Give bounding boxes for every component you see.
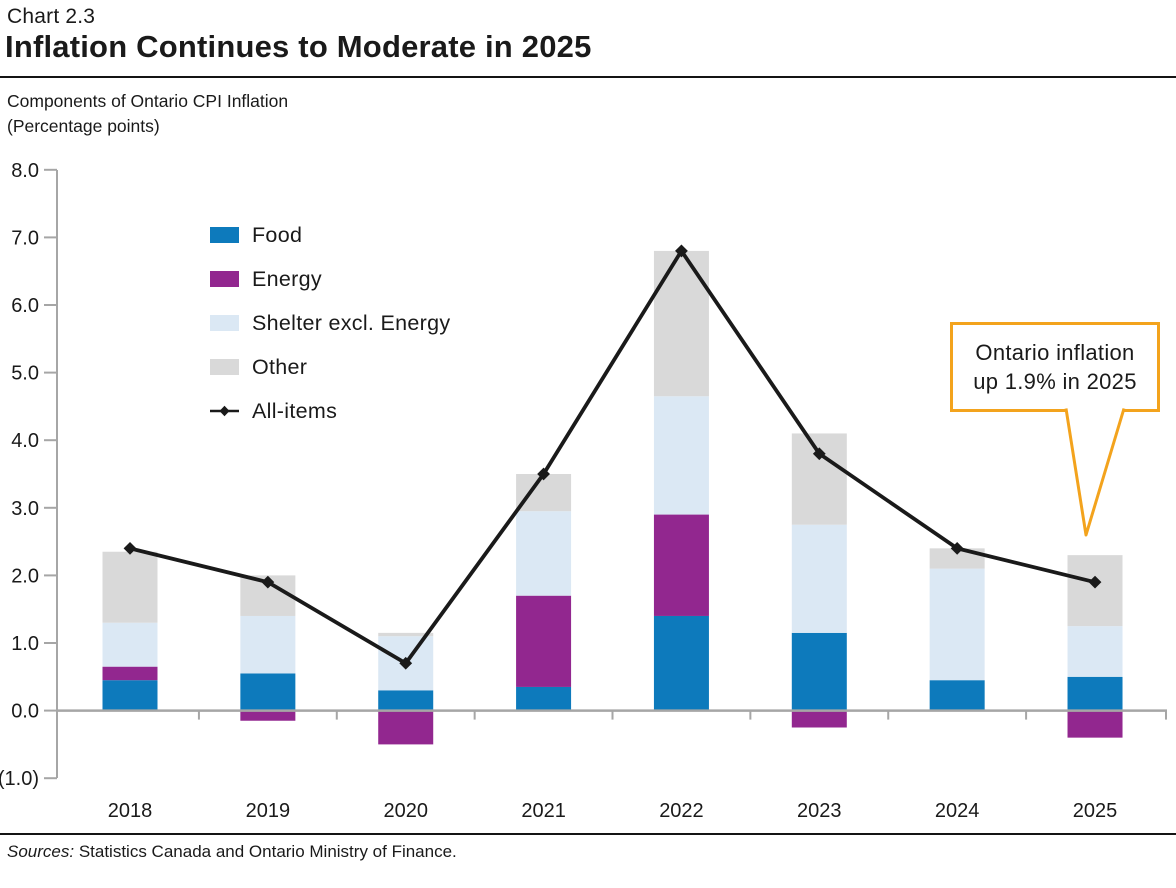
footer-divider xyxy=(0,833,1176,835)
bar-segment-shelter-excl-energy-2023 xyxy=(791,524,847,633)
legend-item-food: Food xyxy=(210,213,450,257)
bar-segment-shelter-excl-energy-2018 xyxy=(102,622,158,667)
y-axis-tick-label: 2.0 xyxy=(11,565,39,587)
shelter-swatch-icon xyxy=(210,315,239,331)
bar-segment-other-2025 xyxy=(1067,555,1123,627)
sources-text: Statistics Canada and Ontario Ministry o… xyxy=(74,842,457,861)
x-axis-label-2024: 2024 xyxy=(935,800,980,822)
bar-segment-shelter-excl-energy-2021 xyxy=(516,511,572,596)
bar-segment-shelter-excl-energy-2024 xyxy=(929,568,985,681)
chart-title: Inflation Continues to Moderate in 2025 xyxy=(5,29,592,64)
x-axis-label-2023: 2023 xyxy=(797,800,842,822)
bar-segment-food-2023 xyxy=(791,632,847,711)
all-items-line-marker-icon xyxy=(210,405,239,417)
all-items-marker-2022 xyxy=(675,244,688,258)
bar-segment-food-2024 xyxy=(929,680,985,711)
bar-segment-food-2021 xyxy=(516,686,572,711)
y-axis-tick-label: 0.0 xyxy=(11,701,39,723)
annotation-line1: Ontario inflation xyxy=(975,340,1135,365)
y-axis-tick-label: 3.0 xyxy=(11,498,39,520)
all-items-marker-2018 xyxy=(123,541,137,555)
chart-legend: Food Energy Shelter excl. Energy Other A… xyxy=(210,213,450,433)
bar-segment-food-2022 xyxy=(653,615,709,711)
y-axis-tick-label: 1.0 xyxy=(11,633,39,655)
bar-segment-food-2019 xyxy=(240,673,296,711)
x-axis-label-2019: 2019 xyxy=(246,800,291,822)
all-items-marker-2021 xyxy=(537,467,550,481)
energy-swatch-icon xyxy=(210,271,239,287)
bar-segment-energy-2020 xyxy=(378,710,434,745)
all-items-marker-2019 xyxy=(261,575,275,589)
bar-segment-other-2023 xyxy=(791,433,847,525)
x-axis-label-2018: 2018 xyxy=(108,800,153,822)
legend-label: Food xyxy=(252,222,303,247)
legend-item-all-items: All-items xyxy=(210,389,450,433)
bar-segment-food-2020 xyxy=(378,690,434,711)
annotation-line2: up 1.9% in 2025 xyxy=(973,369,1137,394)
bar-segment-other-2022 xyxy=(653,250,709,397)
bar-segment-energy-2025 xyxy=(1067,710,1123,738)
y-axis-tick-label: 6.0 xyxy=(11,295,39,317)
axes-group: 8.0 7.0 6.0 5.0 4.0 3.0 2.0 1.0 0.0 (1.0) 2018 2019… xyxy=(0,160,1167,822)
legend-item-energy: Energy xyxy=(210,257,450,301)
bar-segment-other-2020 xyxy=(378,632,434,637)
y-axis-tick-label: (1.0) xyxy=(0,768,39,790)
bar-segment-food-2018 xyxy=(102,680,158,711)
bar-segment-other-2018 xyxy=(102,551,158,623)
sources-label: Sources: xyxy=(7,842,75,861)
x-axis-label-2020: 2020 xyxy=(383,800,428,822)
bar-segment-shelter-excl-energy-2019 xyxy=(240,615,296,674)
bar-segment-food-2025 xyxy=(1067,676,1123,711)
bars-group xyxy=(102,250,1123,745)
y-axis-tick-label: 5.0 xyxy=(11,363,39,385)
x-axis-label-2022: 2022 xyxy=(659,800,704,822)
chart-number-label: Chart 2.3 xyxy=(7,5,96,28)
bar-segment-shelter-excl-energy-2022 xyxy=(653,396,709,515)
y-axis-tick-label: 7.0 xyxy=(11,227,39,249)
x-axis-label-2025: 2025 xyxy=(1073,800,1118,822)
sources-note: Sources: Statistics Canada and Ontario M… xyxy=(7,842,457,862)
all-items-marker-2025 xyxy=(1088,575,1102,589)
y-axis-tick-label: 4.0 xyxy=(11,430,39,452)
all-items-marker-2020 xyxy=(399,656,413,670)
all-items-line-group xyxy=(123,244,1102,670)
all-items-marker-2024 xyxy=(950,541,964,555)
all-items-line xyxy=(129,249,1096,666)
legend-label: Shelter excl. Energy xyxy=(252,310,451,335)
all-items-marker-2023 xyxy=(812,447,826,461)
bar-segment-shelter-excl-energy-2025 xyxy=(1067,626,1123,677)
title-divider xyxy=(0,76,1176,78)
x-axis-label-2021: 2021 xyxy=(521,800,566,822)
chart-units-label: (Percentage points) xyxy=(7,116,160,136)
bar-segment-energy-2018 xyxy=(102,666,158,681)
other-swatch-icon xyxy=(210,359,239,375)
bar-segment-energy-2019 xyxy=(240,710,296,721)
bar-segment-energy-2023 xyxy=(791,710,847,728)
bar-segment-energy-2022 xyxy=(653,514,709,616)
bar-segment-energy-2021 xyxy=(516,595,572,687)
annotation-callout: Ontario inflation up 1.9% in 2025 xyxy=(950,322,1160,412)
legend-label: All-items xyxy=(252,398,338,423)
annotation-pointer-icon xyxy=(1064,408,1126,537)
legend-item-shelter: Shelter excl. Energy xyxy=(210,301,450,345)
y-axis-tick-label: 8.0 xyxy=(11,160,39,182)
legend-label: Other xyxy=(252,354,308,379)
legend-item-other: Other xyxy=(210,345,450,389)
food-swatch-icon xyxy=(210,227,239,243)
legend-label: Energy xyxy=(252,266,322,291)
chart-subtitle: Components of Ontario CPI Inflation xyxy=(7,91,289,111)
